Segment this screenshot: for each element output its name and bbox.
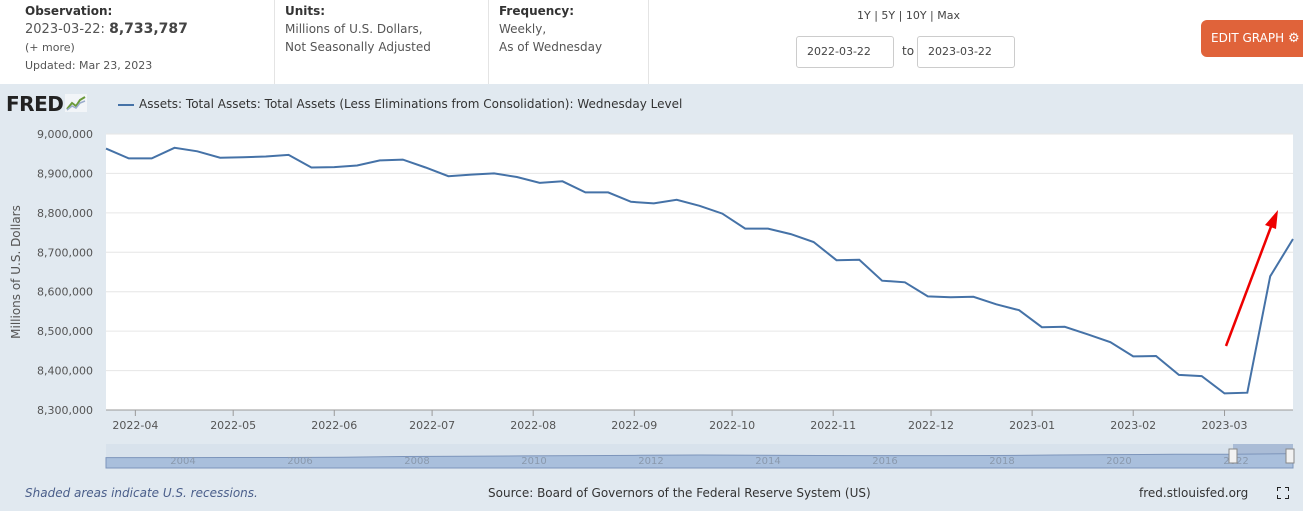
to-label: to	[902, 44, 915, 58]
fred-logo[interactable]: FRED	[6, 92, 88, 116]
y-tick-label: 8,900,000	[37, 167, 93, 180]
y-tick-label: 9,000,000	[37, 128, 93, 141]
line-chart[interactable]: 9,000,000 8,900,000 8,800,000 8,700,000 8,60…	[0, 84, 1303, 484]
range-selector[interactable]: 1Y | 5Y | 10Y | Max	[857, 9, 960, 22]
navigator-year-label: 2014	[755, 456, 780, 467]
more-link[interactable]: (+ more)	[25, 41, 75, 54]
navigator-area	[105, 453, 1294, 469]
red-arrow-annotation	[1224, 210, 1278, 347]
header-panel: Observation: 2023-03-22: 8,733,787 (+ mo…	[0, 0, 1303, 84]
x-tick-label: 2022-12	[908, 419, 954, 432]
navigator-handle-right	[1285, 448, 1295, 464]
series-line	[105, 146, 1294, 395]
y-tick-label: 8,500,000	[37, 325, 93, 338]
source-text: Source: Board of Governors of the Federa…	[488, 486, 871, 500]
navigator-year-label: 2020	[1106, 456, 1131, 467]
site-link[interactable]: fred.stlouisfed.org	[1139, 486, 1249, 500]
x-tick-label: 2022-06	[311, 419, 357, 432]
y-tick-label: 8,700,000	[37, 246, 93, 259]
plot-background	[106, 134, 1293, 410]
navigator-year-label: 2004	[170, 456, 195, 467]
arrow-shaft	[1224, 223, 1274, 347]
divider	[274, 0, 275, 84]
x-tick-label: 2022-07	[409, 419, 455, 432]
gear-icon: ⚙	[1287, 31, 1300, 46]
y-ticks: 9,000,000 8,900,000 8,800,000 8,700,000 8,60…	[37, 128, 93, 417]
edit-graph-label: EDIT GRAPH	[1211, 31, 1285, 45]
observation-value: 8,733,787	[109, 21, 188, 37]
legend-swatch	[118, 103, 134, 106]
x-tick-label: 2022-10	[709, 419, 755, 432]
fullscreen-icon[interactable]	[1277, 487, 1289, 499]
x-tick-label: 2023-01	[1009, 419, 1055, 432]
x-tick-label: 2023-03	[1202, 419, 1248, 432]
frequency-block: Frequency: Weekly, As of Wednesday	[499, 2, 602, 86]
recession-note: Shaded areas indicate U.S. recessions.	[25, 486, 258, 500]
divider	[648, 0, 649, 84]
units-line1: Millions of U.S. Dollars,	[285, 22, 423, 36]
x-tick-label: 2022-05	[210, 419, 256, 432]
updated-text: Updated: Mar 23, 2023	[25, 59, 153, 72]
navigator-year-label: 2018	[989, 456, 1014, 467]
navigator-year-label: 2010	[521, 456, 546, 467]
date-to-input[interactable]: 2023-03-22	[917, 36, 1015, 68]
y-tick-label: 8,400,000	[37, 365, 93, 378]
observation-label: Observation:	[25, 4, 113, 18]
arrow-head	[1265, 210, 1278, 229]
fred-logo-text: FRED	[6, 92, 64, 116]
x-ticks: 2022-04 2022-05 2022-06 2022-07 2022-08 2022-…	[106, 409, 1293, 432]
navigator-year-label: 2008	[404, 456, 429, 467]
date-from-input[interactable]: 2022-03-22	[796, 36, 894, 68]
time-navigator[interactable]: 2004200620082010201220142016201820202022	[105, 444, 1295, 469]
frequency-line2: As of Wednesday	[499, 40, 603, 54]
units-line2: Not Seasonally Adjusted	[285, 40, 431, 54]
navigator-year-label: 2016	[872, 456, 897, 467]
x-tick-label: 2022-08	[510, 419, 556, 432]
fred-logo-chart-icon	[65, 94, 88, 112]
divider	[488, 0, 489, 84]
observation-date: 2023-03-22:	[25, 22, 105, 37]
observation-block: Observation: 2023-03-22: 8,733,787 (+ mo…	[25, 2, 188, 86]
x-tick-label: 2022-04	[112, 419, 158, 432]
units-block: Units: Millions of U.S. Dollars, Not Sea…	[285, 2, 431, 86]
y-axis-label: Millions of U.S. Dollars	[9, 205, 23, 339]
x-tick-label: 2022-09	[611, 419, 657, 432]
gridlines	[106, 133, 1293, 411]
y-tick-label: 8,800,000	[37, 207, 93, 220]
x-tick-label: 2022-11	[810, 419, 856, 432]
edit-graph-button[interactable]: EDIT GRAPH ⚙	[1201, 20, 1303, 57]
x-tick-label: 2023-02	[1110, 419, 1156, 432]
navigator-handle-left	[1228, 448, 1238, 464]
frequency-line1: Weekly,	[499, 22, 547, 36]
navigator-year-label: 2012	[638, 456, 663, 467]
legend-label: Assets: Total Assets: Total Assets (Less…	[139, 97, 683, 111]
y-tick-label: 8,300,000	[37, 404, 93, 417]
frequency-label: Frequency:	[499, 4, 575, 18]
units-label: Units:	[285, 4, 326, 18]
legend: Assets: Total Assets: Total Assets (Less…	[118, 97, 682, 111]
navigator-year-label: 2006	[287, 456, 312, 467]
y-tick-label: 8,600,000	[37, 286, 93, 299]
